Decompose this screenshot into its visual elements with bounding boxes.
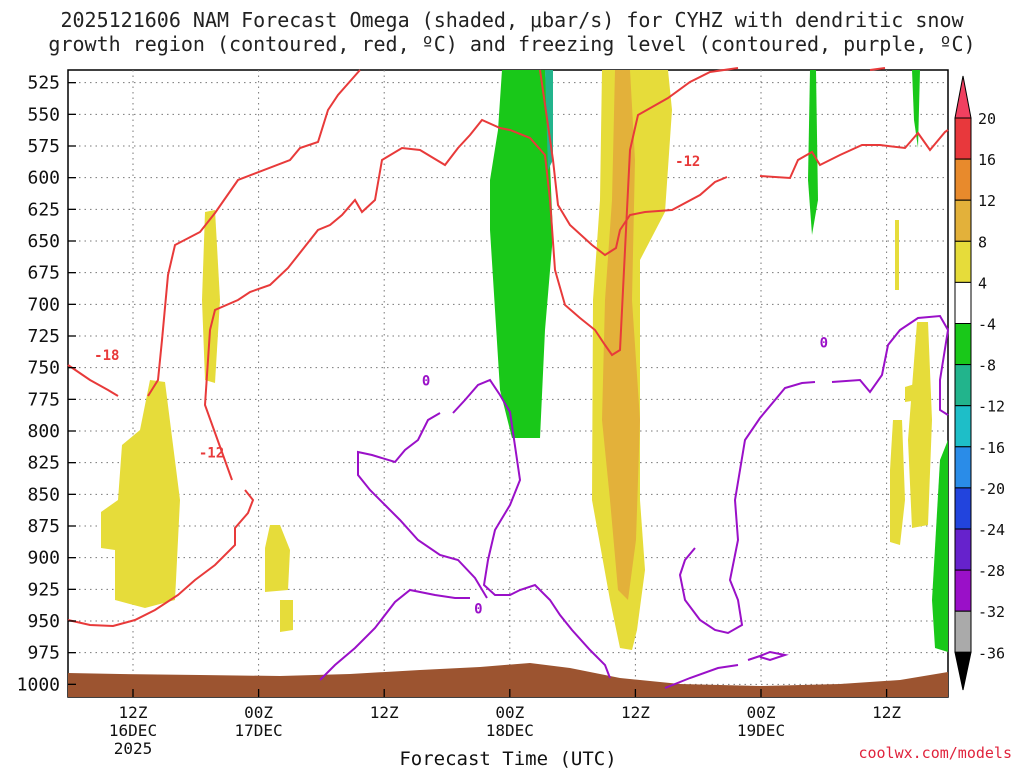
colorbar-label: 4 bbox=[978, 274, 987, 292]
y-tick-label: 975 bbox=[27, 643, 60, 664]
y-axis: 525 550 575 600 625 650 675 700 725 750 775 800 825 8… bbox=[17, 73, 76, 695]
x-tick-label: 12Z bbox=[872, 703, 901, 722]
contour-label: 0 bbox=[820, 335, 828, 351]
colorbar-label: 8 bbox=[978, 233, 987, 251]
colorbar-label: -8 bbox=[978, 357, 996, 375]
contour-label: 0 bbox=[422, 373, 430, 389]
x-tick-label: 12Z bbox=[621, 703, 650, 722]
colorbar-bottom-arrow bbox=[954, 651, 972, 691]
omega-pos-right3 bbox=[905, 383, 918, 402]
x-tick-label: 18DEC bbox=[486, 721, 534, 740]
colorbar-label: 12 bbox=[978, 192, 996, 210]
freezing-contour-right bbox=[664, 314, 950, 689]
omega-neg-band-main bbox=[490, 70, 553, 438]
y-tick-label: 650 bbox=[27, 231, 60, 252]
y-tick-label: 575 bbox=[27, 136, 60, 157]
omega-neg-bottom-right bbox=[932, 440, 948, 652]
credit-text: coolwx.com/models bbox=[858, 744, 1012, 762]
colorbar-segment bbox=[954, 610, 972, 653]
y-tick-label: 675 bbox=[27, 263, 60, 284]
isotherm-minus12-left bbox=[67, 489, 255, 628]
colorbar-label: -32 bbox=[978, 603, 1005, 621]
freezing-contour-left bbox=[319, 412, 488, 681]
omega-neg-band-right2 bbox=[912, 70, 920, 148]
colorbar-segment bbox=[954, 569, 972, 612]
colorbar-segment bbox=[954, 487, 972, 530]
contour-labels: -18 -12 -12 0 0 0 bbox=[94, 154, 828, 617]
y-tick-label: 775 bbox=[27, 389, 60, 410]
omega-pos-small1 bbox=[265, 525, 290, 592]
colorbar-label: -28 bbox=[978, 562, 1005, 580]
colorbar-label: -24 bbox=[978, 521, 1005, 539]
y-tick-label: 625 bbox=[27, 199, 60, 220]
colorbar-segment bbox=[954, 199, 972, 242]
colorbar-segment bbox=[954, 158, 972, 201]
x-tick-label: 19DEC bbox=[737, 721, 785, 740]
x-tick-label: 12Z bbox=[119, 703, 148, 722]
colorbar-top-arrow bbox=[954, 75, 972, 119]
x-tick-label: 17DEC bbox=[235, 721, 283, 740]
y-tick-label: 550 bbox=[27, 104, 60, 125]
x-tick-label: 16DEC bbox=[109, 721, 157, 740]
y-tick-label: 925 bbox=[27, 579, 60, 600]
y-tick-label: 725 bbox=[27, 326, 60, 347]
y-tick-label: 950 bbox=[27, 611, 60, 632]
y-tick-label: 825 bbox=[27, 453, 60, 474]
omega-pos-right-small bbox=[895, 220, 899, 290]
y-tick-label: 900 bbox=[27, 548, 60, 569]
colorbar-label: -4 bbox=[978, 316, 996, 334]
colorbar-segment bbox=[954, 405, 972, 448]
omega-pos-right1 bbox=[908, 322, 932, 528]
y-tick-label: 800 bbox=[27, 421, 60, 442]
colorbar-segment bbox=[954, 117, 972, 160]
x-tick-label: 00Z bbox=[495, 703, 524, 722]
colorbar: 20 16 12 8 4 -4 -8 -12 -16 -20 -24 -28 -32 -36 bbox=[954, 75, 1005, 691]
freezing-level-contours bbox=[319, 314, 950, 689]
isotherm-minus12-upper bbox=[539, 67, 949, 257]
isotherm-minus12-lower bbox=[203, 67, 739, 481]
x-tick-label: 00Z bbox=[747, 703, 776, 722]
chart-title-line-1: 2025121606 NAM Forecast Omega (shaded, μ… bbox=[60, 8, 964, 32]
omega-pos-left bbox=[101, 380, 180, 608]
contour-label: -12 bbox=[675, 154, 700, 170]
colorbar-label: -16 bbox=[978, 439, 1005, 457]
colorbar-label: 20 bbox=[978, 110, 996, 128]
y-tick-label: 700 bbox=[27, 294, 60, 315]
omega-pos-left-tall bbox=[202, 210, 220, 383]
colorbar-segment bbox=[954, 528, 972, 571]
y-tick-label: 1000 bbox=[17, 674, 60, 695]
contour-label: -18 bbox=[94, 348, 119, 364]
colorbar-label: -12 bbox=[978, 398, 1005, 416]
colorbar-segment bbox=[954, 281, 972, 324]
chart-title-line-2: growth region (contoured, red, ºC) and f… bbox=[48, 32, 976, 56]
isotherm-contours bbox=[67, 67, 949, 628]
freezing-contour-center bbox=[452, 378, 611, 679]
colorbar-label: -36 bbox=[978, 644, 1005, 662]
x-axis-label: Forecast Time (UTC) bbox=[399, 748, 616, 768]
y-tick-label: 600 bbox=[27, 168, 60, 189]
ground-surface bbox=[68, 663, 948, 697]
x-tick-label: 12Z bbox=[370, 703, 399, 722]
colorbar-segment bbox=[954, 240, 972, 283]
colorbar-segment bbox=[954, 323, 972, 366]
contour-label: 0 bbox=[474, 601, 482, 617]
isotherm-minus18 bbox=[67, 69, 361, 397]
omega-shading bbox=[101, 70, 948, 652]
colorbar-segment bbox=[954, 446, 972, 489]
omega-pos-right2 bbox=[890, 420, 905, 545]
x-tick-label: 00Z bbox=[244, 703, 273, 722]
y-tick-label: 525 bbox=[27, 73, 60, 94]
omega-pos-small2 bbox=[280, 600, 293, 632]
x-tick-label: 2025 bbox=[114, 739, 153, 758]
contour-label: -12 bbox=[199, 446, 224, 462]
colorbar-label: 16 bbox=[978, 151, 996, 169]
y-tick-label: 875 bbox=[27, 516, 60, 537]
y-tick-label: 750 bbox=[27, 358, 60, 379]
y-tick-label: 850 bbox=[27, 484, 60, 505]
colorbar-label: -20 bbox=[978, 480, 1005, 498]
colorbar-segment bbox=[954, 364, 972, 407]
